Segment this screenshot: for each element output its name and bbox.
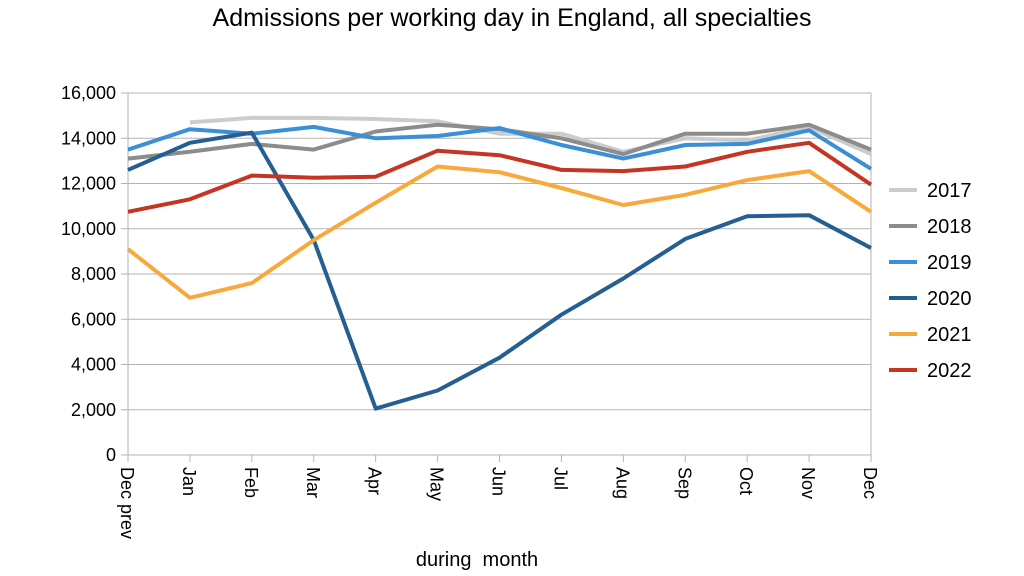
legend-label: 2019 <box>927 252 972 274</box>
x-axis-label: during month <box>416 549 538 571</box>
legend-label: 2017 <box>927 180 972 202</box>
x-tick-label: Dec prev <box>117 467 137 539</box>
legend-item-2022: 2022 <box>889 360 972 382</box>
y-tick-label: 6,000 <box>71 309 116 329</box>
legend-item-2017: 2017 <box>889 180 972 202</box>
x-tick-label: Feb <box>241 467 261 498</box>
y-tick-labels: 0 2,000 4,000 6,000 8,000 10,000 12,000 14,000 1… <box>61 83 116 465</box>
legend-item-2020: 2020 <box>889 288 972 310</box>
legend-item-2021: 2021 <box>889 324 972 346</box>
x-tick-labels: Dec prev Jan Feb Mar Apr May Jun Jul Aug Sep Oct No… <box>117 467 880 539</box>
series-lines <box>126 115 873 411</box>
y-tick-label: 10,000 <box>61 219 116 239</box>
x-tick-label: May <box>427 467 447 501</box>
x-tick-label: Nov <box>798 467 818 499</box>
chart-title: Admissions per working day in England, a… <box>213 4 812 32</box>
x-tick-label: Aug <box>612 467 632 499</box>
legend-label: 2022 <box>927 360 972 382</box>
x-tick-label: Jul <box>550 467 570 490</box>
legend-label: 2018 <box>927 216 972 238</box>
gridlines <box>128 92 871 456</box>
x-tick-label: Oct <box>736 467 756 495</box>
series-line-2020 <box>127 130 872 411</box>
y-tick-label: 12,000 <box>61 174 116 194</box>
y-tick-label: 4,000 <box>71 355 116 375</box>
legend-label: 2020 <box>927 288 972 310</box>
x-tick-label: Apr <box>365 467 385 495</box>
y-tick-label: 0 <box>106 445 116 465</box>
series-line-2022 <box>127 140 873 214</box>
legend-label: 2021 <box>927 324 972 346</box>
series-line-2021 <box>126 164 873 300</box>
x-tick-label: Sep <box>674 467 694 499</box>
x-tick-label: Dec <box>860 467 880 499</box>
legend-item-2018: 2018 <box>889 216 972 238</box>
y-tick-label: 8,000 <box>71 264 116 284</box>
x-tick-label: Jun <box>489 467 509 496</box>
y-tick-label: 16,000 <box>61 83 116 103</box>
x-tick-label: Mar <box>303 467 323 498</box>
legend-item-2019: 2019 <box>889 252 972 274</box>
y-tick-label: 2,000 <box>71 400 116 420</box>
x-tick-label: Jan <box>179 467 199 496</box>
legend: 2017 2018 2019 2020 2021 2022 <box>889 180 972 382</box>
y-tick-label: 14,000 <box>61 128 116 148</box>
